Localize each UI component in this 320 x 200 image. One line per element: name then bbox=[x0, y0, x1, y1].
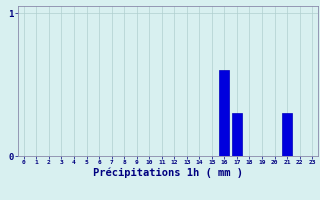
Bar bbox=[220, 70, 229, 156]
Bar bbox=[232, 113, 242, 156]
X-axis label: Précipitations 1h ( mm ): Précipitations 1h ( mm ) bbox=[93, 168, 243, 178]
Bar bbox=[282, 113, 292, 156]
